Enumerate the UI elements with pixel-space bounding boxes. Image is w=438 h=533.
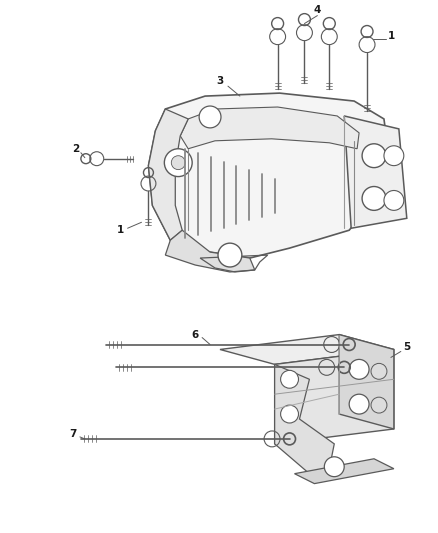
Polygon shape [344,116,407,228]
Circle shape [362,187,386,211]
Polygon shape [148,109,188,240]
Polygon shape [339,335,394,429]
Polygon shape [220,335,394,365]
Text: 2: 2 [72,144,80,154]
Circle shape [371,364,387,379]
Text: 5: 5 [403,343,410,352]
Circle shape [349,359,369,379]
Circle shape [199,106,221,128]
Circle shape [371,397,387,413]
Text: 6: 6 [191,329,199,340]
Text: 1: 1 [117,225,124,235]
Polygon shape [294,459,394,483]
Polygon shape [275,365,334,474]
Circle shape [362,144,386,168]
Text: 3: 3 [216,76,224,86]
Circle shape [324,457,344,477]
Circle shape [384,190,404,211]
Circle shape [384,146,404,166]
Polygon shape [275,350,394,444]
Polygon shape [180,107,359,149]
Polygon shape [148,93,389,258]
Text: 7: 7 [69,429,77,439]
Text: 1: 1 [388,31,396,42]
Polygon shape [165,230,255,272]
Circle shape [171,156,185,169]
Circle shape [281,370,298,388]
Circle shape [281,405,298,423]
Circle shape [218,243,242,267]
Circle shape [349,394,369,414]
Text: 4: 4 [314,5,321,14]
Circle shape [164,149,192,176]
